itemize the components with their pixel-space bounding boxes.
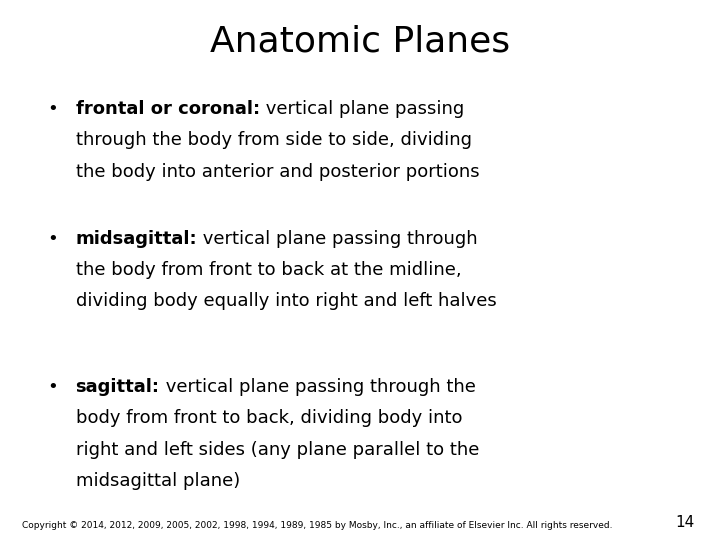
Text: the body into anterior and posterior portions: the body into anterior and posterior por… [76, 163, 480, 180]
Text: vertical plane passing through the: vertical plane passing through the [160, 378, 475, 396]
Text: body from front to back, dividing body into: body from front to back, dividing body i… [76, 409, 462, 427]
Text: •: • [47, 230, 58, 247]
Text: 14: 14 [675, 515, 695, 530]
Text: midsagittal:: midsagittal: [76, 230, 197, 247]
Text: frontal or coronal:: frontal or coronal: [76, 100, 260, 118]
Text: dividing body equally into right and left halves: dividing body equally into right and lef… [76, 292, 496, 310]
Text: •: • [47, 378, 58, 396]
Text: •: • [47, 100, 58, 118]
Text: Copyright © 2014, 2012, 2009, 2005, 2002, 1998, 1994, 1989, 1985 by Mosby, Inc.,: Copyright © 2014, 2012, 2009, 2005, 2002… [22, 521, 612, 530]
Text: the body from front to back at the midline,: the body from front to back at the midli… [76, 261, 462, 279]
Text: vertical plane passing through: vertical plane passing through [197, 230, 478, 247]
Text: sagittal:: sagittal: [76, 378, 160, 396]
Text: midsagittal plane): midsagittal plane) [76, 472, 240, 490]
Text: vertical plane passing: vertical plane passing [260, 100, 464, 118]
Text: Anatomic Planes: Anatomic Planes [210, 24, 510, 58]
Text: through the body from side to side, dividing: through the body from side to side, divi… [76, 131, 472, 149]
Text: right and left sides (any plane parallel to the: right and left sides (any plane parallel… [76, 441, 479, 458]
